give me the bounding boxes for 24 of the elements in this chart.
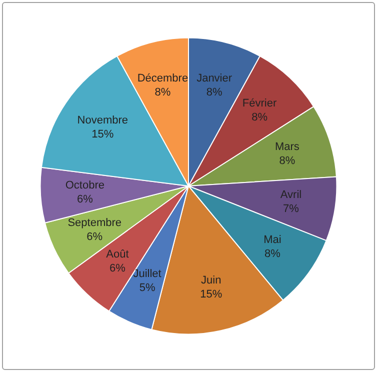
- slice-label: Novembre: [77, 114, 128, 127]
- data-label: 8%: [264, 248, 281, 260]
- data-label: 8%: [252, 111, 268, 124]
- slice-label: Septembre: [68, 217, 122, 230]
- slice-label: Juillet: [133, 268, 162, 280]
- data-label: 6%: [86, 231, 103, 244]
- data-label: 7%: [283, 203, 300, 216]
- slice-label: Juin: [201, 274, 222, 286]
- data-label: 6%: [76, 194, 94, 206]
- slice-label: Avril: [280, 189, 302, 202]
- data-label: 5%: [139, 282, 156, 294]
- data-label: 8%: [154, 86, 171, 98]
- slice-label: Janvier: [196, 72, 232, 84]
- slice-label: Mars: [274, 140, 300, 153]
- slice-label: Mai: [264, 234, 282, 246]
- data-label: 15%: [92, 128, 114, 141]
- slice-label: Août: [106, 248, 129, 261]
- data-label: 8%: [206, 86, 222, 98]
- data-label: 6%: [110, 262, 126, 275]
- slice-label: Février: [242, 97, 277, 110]
- slice-label: Décembre: [137, 72, 188, 84]
- data-label: 8%: [279, 154, 296, 167]
- data-label: 15%: [200, 288, 222, 300]
- slice-label: Octobre: [65, 180, 105, 192]
